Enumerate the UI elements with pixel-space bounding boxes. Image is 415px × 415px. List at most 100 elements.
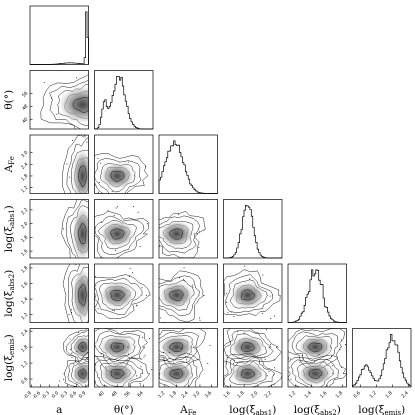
hist-xi_emis — [352, 334, 412, 387]
frame-xi_abs2-vs-theta — [94, 263, 154, 323]
sample-point — [71, 140, 73, 142]
sample-point — [50, 97, 52, 99]
contour-xi_abs1_vs_a-0-2 — [66, 199, 89, 258]
xtick-label-a: -0.6 — [31, 390, 42, 401]
sample-point — [263, 356, 265, 358]
sample-point — [93, 222, 94, 223]
contour-xi_emis_vs_theta-0-2 — [94, 330, 142, 368]
xtick-label-xi_abs1: 2.2 — [264, 390, 273, 399]
core-xi_emis_vs_xi_abs1-1 — [241, 368, 256, 379]
core-xi_abs1_vs_a-0 — [77, 223, 87, 245]
sample-point — [229, 341, 231, 343]
sample-point — [274, 367, 276, 369]
sample-point — [128, 353, 130, 355]
density-xi_abs2_vs_xi_abs1-0 — [230, 281, 266, 310]
sample-point — [87, 334, 88, 335]
sample-point — [69, 348, 71, 350]
ytick-label-xi_emis: 1.8 — [20, 344, 29, 353]
xtick-label-a: -0.9 — [22, 390, 33, 401]
sample-point — [56, 113, 58, 115]
density-theta_vs_a-0 — [57, 85, 89, 124]
sample-point — [196, 389, 197, 390]
ytick-label-xi_abs2: 1.8 — [20, 265, 29, 274]
sample-point — [157, 335, 158, 336]
frame-theta-vs-a — [29, 70, 89, 130]
density-xi_abs2_vs_a-0 — [71, 267, 89, 323]
panel-AFe-vs-theta — [94, 134, 154, 194]
contour-xi_abs2_vs_xi_abs1-0-3 — [223, 269, 281, 316]
xlabel-xi_abs2: log(ξabs2) — [294, 404, 341, 415]
sample-point — [318, 354, 320, 356]
frame-xi_emis-vs-xi_abs2 — [287, 328, 347, 388]
density-xi_emis_vs_xi_abs1-0 — [230, 334, 266, 360]
sample-point — [219, 390, 220, 391]
ytick-label-xi_emis: 1.2 — [20, 360, 29, 369]
sample-point — [283, 352, 284, 353]
sample-point — [133, 206, 135, 208]
sample-point — [269, 344, 271, 346]
contour-xi_abs1_vs_a-0-3 — [61, 199, 77, 258]
frame-AFe-vs-AFe — [158, 134, 218, 194]
sample-point — [218, 368, 219, 369]
panel-xi_abs2-vs-a — [29, 261, 89, 323]
sample-point — [198, 317, 200, 319]
density-xi_abs1_vs_theta-0 — [99, 219, 135, 248]
sample-point — [136, 375, 138, 377]
sample-point — [93, 396, 94, 397]
density-xi_emis_vs_a-1 — [71, 361, 89, 386]
sample-point — [143, 356, 145, 358]
sample-point — [264, 358, 266, 360]
contour-AFe_vs_a-0-2 — [66, 137, 89, 194]
ytick-label-xi_abs1: 2.0 — [20, 221, 29, 230]
xtick-label-xi_abs2: 1.2 — [288, 390, 297, 399]
sample-point — [101, 197, 102, 198]
core-xi_abs2_vs_a-0 — [78, 284, 87, 307]
contour-xi_emis_vs_xi_abs2-0-3 — [288, 328, 345, 370]
sample-point — [107, 209, 109, 211]
sample-point — [156, 365, 157, 366]
density-xi_abs1_vs_AFe-0 — [159, 219, 195, 248]
sample-point — [105, 245, 106, 246]
sample-point — [227, 312, 229, 314]
hist-xi_abs2 — [287, 269, 347, 323]
contour-xi_emis_vs_xi_abs2-1-2 — [290, 359, 339, 387]
sample-point — [219, 361, 220, 362]
sample-point — [290, 358, 292, 360]
ytick-label-xi_abs2: 1.2 — [20, 312, 29, 321]
sample-point — [179, 277, 181, 279]
sample-point — [89, 65, 90, 66]
sample-point — [146, 223, 148, 225]
sample-point — [127, 346, 129, 348]
sample-point — [163, 351, 165, 353]
sample-point — [322, 400, 323, 401]
ytick-label-xi_abs2: 1.6 — [20, 281, 29, 290]
sample-point — [149, 338, 151, 340]
panel-xi_emis-vs-xi_abs2 — [283, 328, 347, 401]
sample-point — [269, 295, 271, 297]
sample-point — [142, 336, 144, 338]
sample-point — [213, 295, 214, 296]
contour-xi_emis_vs_theta-1-2 — [94, 358, 144, 387]
sample-point — [126, 360, 128, 362]
core-xi_abs2_vs_theta-0 — [110, 289, 125, 301]
xtick-label-xi_abs2: 1.4 — [303, 390, 312, 399]
sample-point — [93, 251, 94, 252]
sample-point — [140, 366, 142, 368]
panel-xi_abs2-vs-AFe — [158, 263, 218, 323]
sample-point — [87, 261, 88, 262]
core-xi_abs2_vs_xi_abs1-0 — [241, 289, 256, 301]
sample-point — [130, 110, 131, 111]
sample-point — [155, 349, 156, 350]
xtick-label-AFe: 2.4 — [180, 390, 189, 399]
frame-xi_abs1-vs-AFe — [158, 199, 218, 259]
xtick-label-a: 0.9 — [78, 390, 87, 399]
xtick-label-theta: 56 — [123, 390, 131, 398]
core-xi_emis_vs_theta-1 — [110, 369, 125, 379]
ytick-label-AFe: 3.0 — [20, 150, 29, 159]
panel-xi_emis-vs-xi_abs1 — [218, 328, 283, 391]
sample-point — [128, 276, 130, 278]
sample-point — [97, 308, 99, 310]
sample-point — [262, 313, 264, 315]
panel-xi_abs2-vs-xi_abs2 — [287, 263, 347, 323]
